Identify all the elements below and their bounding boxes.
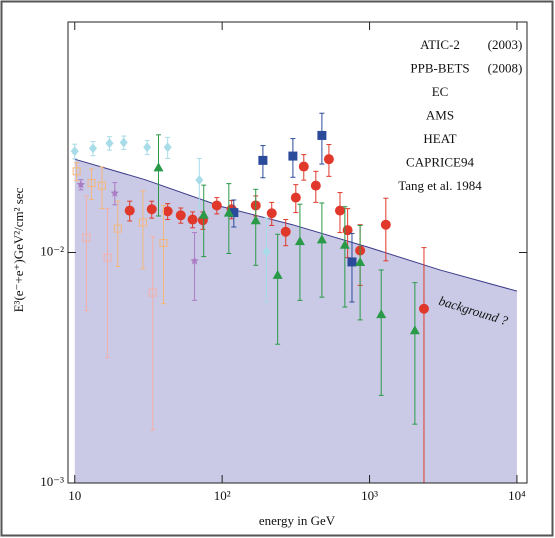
data-point	[409, 325, 420, 335]
data-point	[317, 130, 327, 140]
data-point	[195, 175, 204, 186]
data-point	[294, 236, 305, 246]
data-point	[355, 256, 366, 266]
data-point	[262, 246, 271, 257]
background-line	[74, 158, 518, 292]
data-point	[153, 162, 164, 172]
data-point	[89, 143, 98, 154]
x-tick-label: 10²	[214, 488, 231, 503]
data-point	[103, 253, 112, 262]
x-tick-label: 10³	[361, 488, 378, 503]
data-point	[310, 180, 321, 191]
legend-label: PPB-BETS	[410, 60, 469, 75]
legend-label: EC	[432, 84, 449, 99]
data-point	[124, 205, 135, 216]
data-point	[376, 309, 387, 319]
data-point	[190, 256, 199, 265]
data-point	[316, 234, 327, 244]
data-point	[258, 155, 268, 165]
data-point	[119, 137, 128, 148]
data-point	[72, 167, 81, 176]
y-tick-label: 10⁻³	[40, 474, 64, 489]
data-point	[266, 208, 277, 219]
x-tick-label: 10⁴	[508, 488, 526, 503]
legend-label: ATIC-2	[420, 37, 460, 52]
background-area	[74, 159, 517, 483]
data-point	[162, 206, 173, 217]
data-point	[298, 161, 309, 172]
data-point	[113, 224, 122, 233]
data-point	[146, 204, 157, 215]
data-point	[187, 214, 198, 225]
data-point	[163, 142, 172, 153]
y-tick-label: 10⁻²	[40, 243, 64, 258]
data-point	[148, 288, 157, 297]
data-point	[223, 207, 234, 217]
data-point	[138, 218, 147, 227]
data-point	[175, 210, 186, 221]
data-point	[211, 200, 222, 211]
data-point	[229, 208, 239, 218]
data-point	[280, 226, 291, 237]
data-point	[272, 269, 283, 279]
data-point	[198, 209, 209, 219]
data-point	[143, 142, 152, 153]
data-point	[339, 239, 350, 249]
data-point	[250, 215, 261, 225]
legend-label: AMS	[426, 107, 454, 122]
data-point	[82, 233, 91, 242]
legend-year: (2003)	[488, 37, 523, 52]
legend-label: Tang et al. 1984	[398, 178, 482, 193]
data-point	[70, 146, 79, 157]
data-point	[347, 257, 357, 267]
x-axis-label: energy in GeV	[259, 513, 336, 528]
data-point	[87, 179, 96, 188]
x-tick-label: 10	[68, 488, 81, 503]
data-point	[105, 138, 114, 149]
data-point	[418, 303, 429, 314]
data-point	[380, 219, 391, 230]
data-point	[288, 151, 298, 161]
y-axis-label: E³(e⁻+e⁺)GeV²/cm² sec	[11, 187, 26, 312]
data-point	[334, 205, 345, 216]
data-point	[110, 188, 120, 197]
data-point	[323, 154, 334, 165]
data-point	[76, 180, 86, 189]
data-point	[97, 181, 106, 190]
legend-label: CAPRICE94	[406, 154, 474, 169]
legend-year: (2008)	[488, 60, 523, 75]
data-point	[290, 192, 301, 203]
data-point	[159, 238, 168, 247]
legend-label: HEAT	[423, 131, 456, 146]
plot-area	[70, 112, 518, 483]
